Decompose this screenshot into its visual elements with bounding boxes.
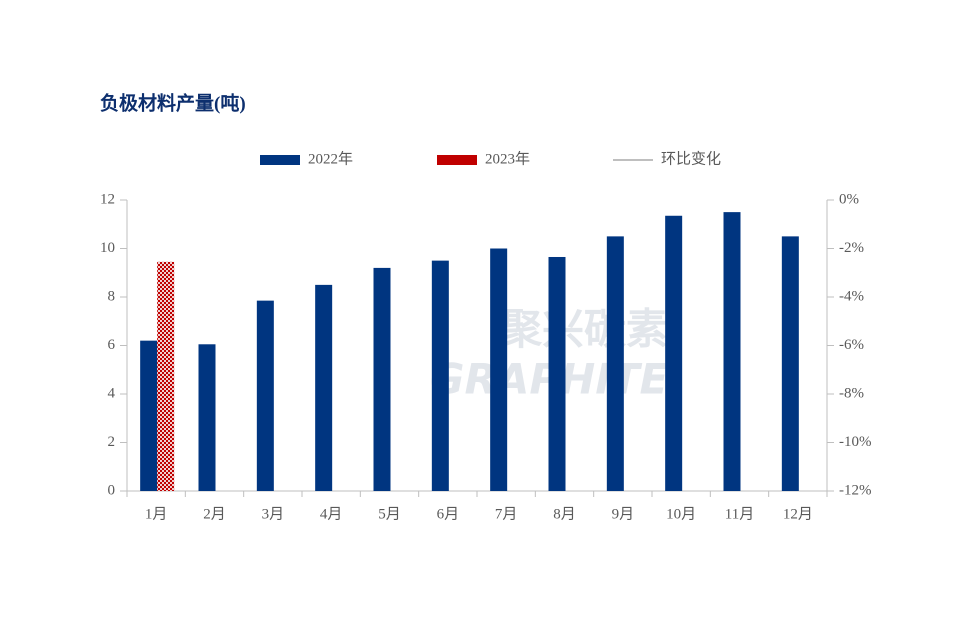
y-tick-label: 0	[108, 482, 116, 498]
bar	[315, 284, 333, 491]
legend-label: 2022年	[308, 150, 353, 167]
y-tick-label: 10	[100, 240, 115, 256]
y2-tick-label: -4%	[839, 288, 864, 304]
bar	[490, 248, 508, 491]
bar	[781, 236, 799, 491]
chart-title: 负极材料产量(吨)	[100, 91, 246, 114]
y-tick-label: 8	[108, 288, 116, 304]
x-tick-label: 10月	[666, 506, 696, 522]
legend-label: 2023年	[485, 150, 530, 167]
x-tick-label: 6月	[437, 506, 460, 522]
y2-tick-label: -12%	[839, 482, 872, 498]
x-tick-label: 7月	[495, 506, 518, 522]
x-tick-label: 12月	[783, 506, 813, 522]
x-tick-label: 2月	[203, 506, 226, 522]
x-tick-label: 5月	[378, 506, 401, 522]
bar	[606, 236, 624, 491]
y2-tick-label: 0%	[839, 191, 859, 207]
bar	[431, 260, 449, 491]
bar	[723, 212, 741, 491]
y2-tick-label: -2%	[839, 240, 864, 256]
bar	[198, 344, 216, 491]
legend-swatch	[437, 155, 477, 165]
legend-label: 环比变化	[661, 150, 721, 167]
y2-tick-label: -6%	[839, 337, 864, 353]
y2-tick-label: -8%	[839, 385, 864, 401]
y2-tick-label: -10%	[839, 434, 872, 450]
bar	[256, 300, 274, 491]
x-tick-label: 11月	[725, 506, 754, 522]
bar	[665, 215, 683, 491]
y-tick-label: 4	[108, 385, 116, 401]
legend-swatch	[260, 155, 300, 165]
bar	[157, 261, 175, 491]
y-tick-label: 6	[108, 337, 116, 353]
x-tick-label: 3月	[262, 506, 285, 522]
x-tick-label: 9月	[612, 506, 635, 522]
y-tick-label: 12	[100, 191, 115, 207]
y-tick-label: 2	[108, 434, 116, 450]
x-tick-label: 4月	[320, 506, 343, 522]
bar	[373, 267, 391, 491]
x-tick-label: 8月	[553, 506, 576, 522]
bar	[548, 256, 566, 491]
x-tick-label: 1月	[145, 506, 168, 522]
watermark-text: 聚兴碳素	[499, 305, 668, 354]
bar	[140, 340, 158, 491]
